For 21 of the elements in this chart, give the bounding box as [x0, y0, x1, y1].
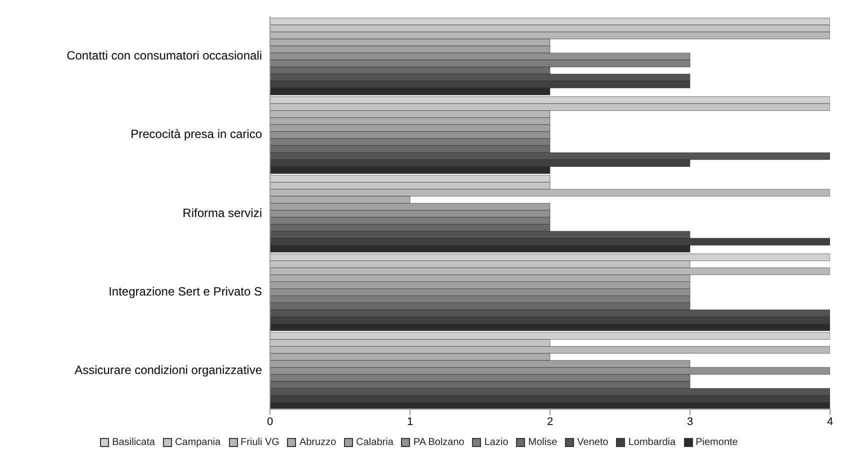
y-tick-label: Riforma servizi	[182, 206, 262, 220]
legend-label: Campania	[174, 437, 221, 448]
x-tick-label: 4	[826, 416, 834, 428]
legend-label: Piemonte	[694, 437, 738, 448]
x-tick-label: 3	[686, 416, 694, 428]
legend-label: Abruzzo	[298, 437, 336, 448]
y-tick-label: Precocità presa in carico	[130, 127, 262, 142]
legend-label: Molise	[527, 437, 558, 448]
y-tick-label: Assicurare condizioni organizzative	[74, 362, 262, 377]
legend-label: Lombardia	[627, 437, 676, 448]
y-tick-label: Contatti con consumatori occasionali	[66, 48, 262, 63]
legend-label: Lazio	[483, 437, 508, 448]
legend-label: Friuli VG	[240, 437, 280, 448]
legend-label: PA Bolzano	[412, 437, 464, 448]
x-tick-label: 1	[406, 416, 414, 428]
x-tick-label: 0	[266, 416, 274, 428]
y-tick-label: Integrazione Sert e Privato S	[108, 284, 262, 298]
x-tick-label: 2	[546, 416, 554, 428]
legend-label: Calabria	[355, 437, 394, 448]
legend-label: Basilicata	[111, 437, 155, 448]
legend-label: Veneto	[576, 437, 608, 448]
